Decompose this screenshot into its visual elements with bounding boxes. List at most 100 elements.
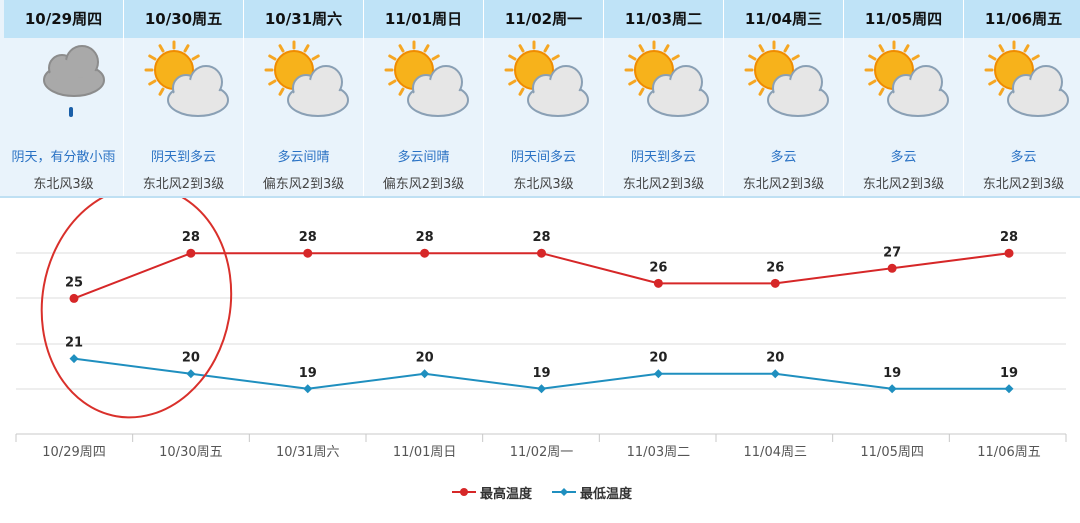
high-temp-label: 27	[883, 245, 901, 260]
sun-cloud-icon	[864, 40, 949, 117]
forecast-day: 11/02周一 阴天间多云 东北风3级	[484, 0, 604, 196]
highlight-ellipse	[40, 198, 233, 419]
forecast-wind: 东北风3级	[513, 177, 574, 192]
sun-cloud-icon	[144, 40, 229, 117]
temperature-chart: 10/29周四 10/30周五 10/31周六 11/01周日 11/02周一 11/03…	[0, 198, 1080, 523]
high-temp-label: 28	[416, 230, 434, 245]
forecast-date: 11/06周五	[964, 0, 1080, 38]
forecast-panel: 10/29周四 阴天，有分散小雨 东北风3级 10/30周五 阴天到多云 东北风2到3级 1…	[0, 0, 1080, 198]
high-temp-point	[303, 248, 313, 258]
forecast-wind: 东北风2到3级	[742, 177, 825, 192]
forecast-weather: 阴天到多云	[630, 150, 696, 165]
low-temp-point	[887, 384, 897, 394]
weather-icon-box	[604, 40, 723, 135]
high-temp-label: 28	[1000, 230, 1018, 245]
forecast-day: 11/05周四多云东北风2到3级	[844, 0, 964, 196]
weather-icon-box	[844, 40, 963, 135]
forecast-date: 11/04周三	[724, 0, 843, 38]
weather-icon-box	[364, 40, 483, 135]
low-temp-label: 20	[182, 351, 200, 366]
forecast-wind: 偏东风2到3级	[262, 177, 345, 192]
low-temp-label: 20	[416, 351, 434, 366]
forecast-date: 10/31周六	[244, 0, 363, 38]
high-temp-label: 26	[766, 260, 784, 275]
x-tick-label: 11/06周五	[977, 445, 1040, 460]
forecast-wind: 东北风2到3级	[142, 177, 225, 192]
forecast-wind: 东北风2到3级	[862, 177, 945, 192]
legend-high-swatch	[452, 488, 476, 496]
high-temp-label: 25	[65, 275, 83, 290]
high-temp-point	[69, 293, 79, 303]
high-temp-label: 28	[182, 230, 200, 245]
high-temp-point	[186, 248, 196, 258]
low-temp-point	[420, 369, 430, 379]
forecast-day: 10/29周四 阴天，有分散小雨 东北风3级	[4, 0, 124, 196]
high-temp-label: 28	[299, 230, 317, 245]
forecast-weather: 多云	[890, 150, 917, 165]
low-temp-point	[186, 369, 196, 379]
forecast-date: 11/01周日	[364, 0, 483, 38]
high-temp-line	[73, 252, 1010, 300]
high-temp-point	[1004, 248, 1014, 258]
forecast-date: 10/29周四	[4, 0, 123, 38]
forecast-wind: 东北风3级	[33, 177, 94, 192]
high-temp-label: 26	[649, 260, 667, 275]
forecast-date: 11/05周四	[844, 0, 963, 38]
forecast-weather: 多云	[1010, 150, 1037, 165]
forecast-day: 11/06周五多云东北风2到3级	[964, 0, 1080, 196]
x-tick-label: 11/02周一	[510, 445, 573, 460]
x-tick-label: 10/29周四	[42, 445, 105, 460]
low-temp-label: 20	[766, 351, 784, 366]
forecast-wind: 东北风2到3级	[982, 177, 1065, 192]
temperature-chart-svg: 10/29周四 10/30周五 10/31周六 11/01周日 11/02周一 11/03…	[15, 198, 1067, 460]
sun-cloud-icon	[384, 40, 469, 117]
low-temp-label: 19	[532, 366, 550, 381]
forecast-weather: 阴天到多云	[150, 150, 216, 165]
low-temp-label: 21	[65, 336, 83, 351]
high-temp-point	[887, 263, 897, 273]
forecast-weather: 多云间晴	[397, 150, 450, 165]
low-temp-label: 19	[883, 366, 901, 381]
sun-cloud-icon	[624, 40, 709, 117]
low-temp-point	[770, 369, 780, 379]
weather-icon-box	[484, 40, 603, 135]
low-temp-label: 19	[299, 366, 317, 381]
low-temp-label: 19	[1000, 366, 1018, 381]
legend-high-label: 最高温度	[480, 486, 533, 502]
weather-icon-box	[724, 40, 843, 135]
forecast-day: 11/01周日多云间晴偏东风2到3级	[364, 0, 484, 196]
x-tick-label: 11/01周日	[393, 445, 456, 460]
sun-cloud-icon	[984, 40, 1069, 117]
high-temp-point	[653, 278, 663, 288]
forecast-date: 10/30周五	[124, 0, 243, 38]
high-temp-point	[420, 248, 430, 258]
x-tick-label: 10/30周五	[159, 445, 222, 460]
legend-low-swatch	[552, 488, 577, 496]
legend-item-low: 最低温度	[552, 483, 632, 502]
sun-cloud-icon	[744, 40, 829, 117]
high-temp-label: 28	[532, 230, 550, 245]
legend-low-label: 最低温度	[580, 486, 633, 502]
high-temp-point	[537, 248, 546, 258]
low-temp-point	[69, 354, 79, 364]
x-tick-label: 11/03周二	[627, 445, 690, 460]
weather-icon-box	[244, 40, 363, 135]
chart-legend: 最高温度 最低温度	[452, 482, 652, 502]
forecast-day: 10/31周六多云间晴偏东风2到3级	[244, 0, 364, 196]
forecast-weather: 多云	[770, 150, 797, 165]
cloud-rain-icon	[43, 45, 105, 117]
forecast-date: 11/03周二	[604, 0, 723, 38]
sun-cloud-icon	[504, 40, 589, 117]
forecast-weather: 多云间晴	[277, 150, 330, 165]
weather-icon-box	[4, 40, 123, 135]
x-tick-label: 11/05周四	[860, 445, 923, 460]
forecast-wind: 偏东风2到3级	[382, 177, 465, 192]
forecast-wind: 东北风2到3级	[622, 177, 705, 192]
forecast-day: 10/30周五阴天到多云东北风2到3级	[124, 0, 244, 196]
forecast-date: 11/02周一	[484, 0, 603, 38]
high-temp-point	[770, 278, 780, 288]
low-temp-point	[303, 384, 313, 394]
weather-icon-box	[964, 40, 1080, 135]
forecast-day: 11/04周三多云东北风2到3级	[724, 0, 844, 196]
x-tick-label: 10/31周六	[276, 445, 339, 460]
